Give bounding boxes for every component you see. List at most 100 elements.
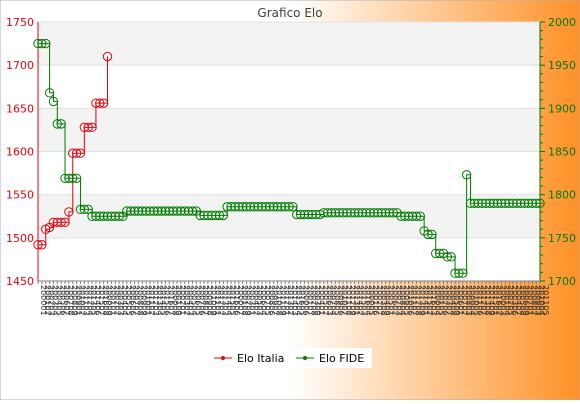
data-point-elo-fide bbox=[446, 252, 456, 262]
x-tick-label: 201309 bbox=[417, 285, 426, 316]
data-point-elo-fide bbox=[523, 198, 534, 209]
data-point-elo-fide bbox=[199, 210, 209, 221]
data-point-elo-italia bbox=[95, 98, 105, 108]
x-tick-label: 200404 bbox=[120, 285, 129, 316]
x-tick-label: 201105 bbox=[541, 285, 550, 316]
x-tick-label: 200409 bbox=[383, 285, 392, 316]
data-point-elo-fide bbox=[322, 208, 333, 218]
x-tick-label: 201506 bbox=[163, 285, 172, 316]
data-point-elo-fide bbox=[168, 206, 178, 216]
data-point-elo-fide bbox=[423, 229, 433, 240]
x-tick-label: 200908 bbox=[205, 285, 214, 316]
data-point-elo-fide bbox=[361, 208, 371, 218]
data-point-elo-fide bbox=[122, 206, 132, 216]
data-point-elo-fide bbox=[376, 208, 387, 218]
x-tick-label: 200309 bbox=[313, 285, 322, 316]
x-tick-label: 201607 bbox=[166, 285, 175, 316]
x-tick-label: 200301 bbox=[248, 285, 257, 316]
x-tick-label: 200904 bbox=[468, 285, 477, 316]
data-point-elo-fide bbox=[264, 202, 275, 212]
x-tick-label: 200508 bbox=[518, 285, 527, 316]
x-tick-label: 200201 bbox=[178, 285, 187, 316]
data-point-elo-italia bbox=[87, 122, 97, 133]
x-tick-label: 200509 bbox=[452, 285, 461, 316]
data-point-elo-fide bbox=[160, 206, 171, 216]
x-tick-label: 200503 bbox=[255, 285, 264, 316]
x-tick-label: 201103 bbox=[81, 285, 90, 316]
data-point-elo-fide bbox=[37, 38, 47, 49]
x-tick-label: 200207 bbox=[375, 285, 384, 316]
data-point-elo-fide bbox=[237, 202, 248, 212]
x-tick-label: 200706 bbox=[197, 285, 206, 316]
data-point-elo-fide bbox=[180, 206, 190, 216]
data-point-elo-fide bbox=[176, 206, 186, 216]
data-point-elo-fide bbox=[427, 229, 437, 240]
x-tick-label: 201503 bbox=[360, 285, 369, 316]
x-tick-label: 200008 bbox=[170, 285, 179, 316]
x-tick-label: 200401 bbox=[317, 285, 326, 316]
x-tick-label: 200108 bbox=[240, 285, 249, 316]
x-tick-label: 201002 bbox=[78, 285, 87, 316]
x-tick-label: 200705 bbox=[263, 285, 272, 316]
y-right-tick-label: 1900 bbox=[548, 102, 576, 115]
x-tick-label: 200407 bbox=[514, 285, 523, 316]
data-point-elo-fide bbox=[485, 198, 495, 209]
x-tick-label: 201209 bbox=[348, 285, 357, 316]
data-point-elo-fide bbox=[519, 198, 530, 209]
x-tick-label: 200804 bbox=[398, 285, 407, 316]
x-tick-label: 200607 bbox=[62, 285, 71, 316]
data-point-elo-fide bbox=[396, 211, 406, 221]
data-point-elo-fide bbox=[330, 208, 341, 218]
data-point-elo-fide bbox=[326, 208, 337, 218]
x-tick-label: 200702 bbox=[460, 285, 469, 316]
data-point-elo-fide bbox=[87, 211, 97, 221]
data-point-elo-italia bbox=[98, 98, 109, 108]
data-point-elo-fide bbox=[44, 88, 55, 98]
x-tick-label: 201501 bbox=[491, 285, 500, 316]
data-point-elo-italia bbox=[75, 148, 86, 158]
y-left-tick-label: 1600 bbox=[6, 146, 34, 159]
data-point-elo-fide bbox=[172, 206, 182, 216]
x-tick-label: 200402 bbox=[251, 285, 260, 316]
data-point-elo-fide bbox=[404, 211, 414, 221]
data-point-elo-fide bbox=[346, 208, 356, 218]
x-tick-label: 201305 bbox=[89, 285, 98, 316]
x-tick-label: 201402 bbox=[356, 285, 365, 316]
x-tick-label: 200405 bbox=[54, 285, 63, 316]
data-point-elo-fide bbox=[527, 198, 537, 209]
data-point-elo-fide bbox=[249, 202, 259, 212]
x-tick-label: 201004 bbox=[537, 285, 546, 316]
data-point-elo-fide bbox=[64, 173, 74, 183]
data-point-elo-fide bbox=[500, 198, 510, 209]
data-point-elo-fide bbox=[292, 209, 302, 220]
data-point-elo-fide bbox=[353, 208, 364, 218]
data-point-elo-fide bbox=[288, 202, 298, 212]
data-point-elo-fide bbox=[342, 208, 352, 218]
x-tick-label: 200307 bbox=[444, 285, 453, 316]
data-point-elo-fide bbox=[241, 202, 252, 212]
data-point-elo-fide bbox=[207, 210, 217, 221]
x-tick-label: 201409 bbox=[487, 285, 496, 316]
data-point-elo-fide bbox=[114, 211, 124, 221]
x-tick-label: 200203 bbox=[47, 285, 56, 316]
data-point-elo-fide bbox=[349, 208, 360, 218]
legend-label-elo-fide: Elo FIDE bbox=[319, 352, 364, 365]
x-tick-label: 200005 bbox=[367, 285, 376, 316]
x-tick-label: 200001 bbox=[39, 285, 48, 316]
y-right-tick-label: 1800 bbox=[548, 189, 576, 202]
data-point-elo-fide bbox=[473, 198, 483, 209]
y-left-tick-label: 1750 bbox=[6, 16, 34, 29]
x-tick-label: 200102 bbox=[43, 285, 52, 316]
plot-band bbox=[38, 237, 540, 281]
data-point-elo-fide bbox=[98, 211, 109, 221]
data-point-elo-fide bbox=[434, 248, 445, 259]
y-right-tick-label: 1750 bbox=[548, 232, 576, 245]
x-tick-label: 200609 bbox=[522, 285, 531, 316]
x-tick-label: 200606 bbox=[128, 285, 137, 316]
data-point-elo-italia bbox=[33, 240, 43, 250]
data-point-elo-italia bbox=[64, 207, 74, 217]
x-tick-label: 200905 bbox=[402, 285, 411, 316]
data-point-elo-fide bbox=[156, 206, 167, 216]
x-tick-label: 201301 bbox=[352, 285, 361, 316]
y-right-tick-label: 1700 bbox=[548, 275, 576, 288]
